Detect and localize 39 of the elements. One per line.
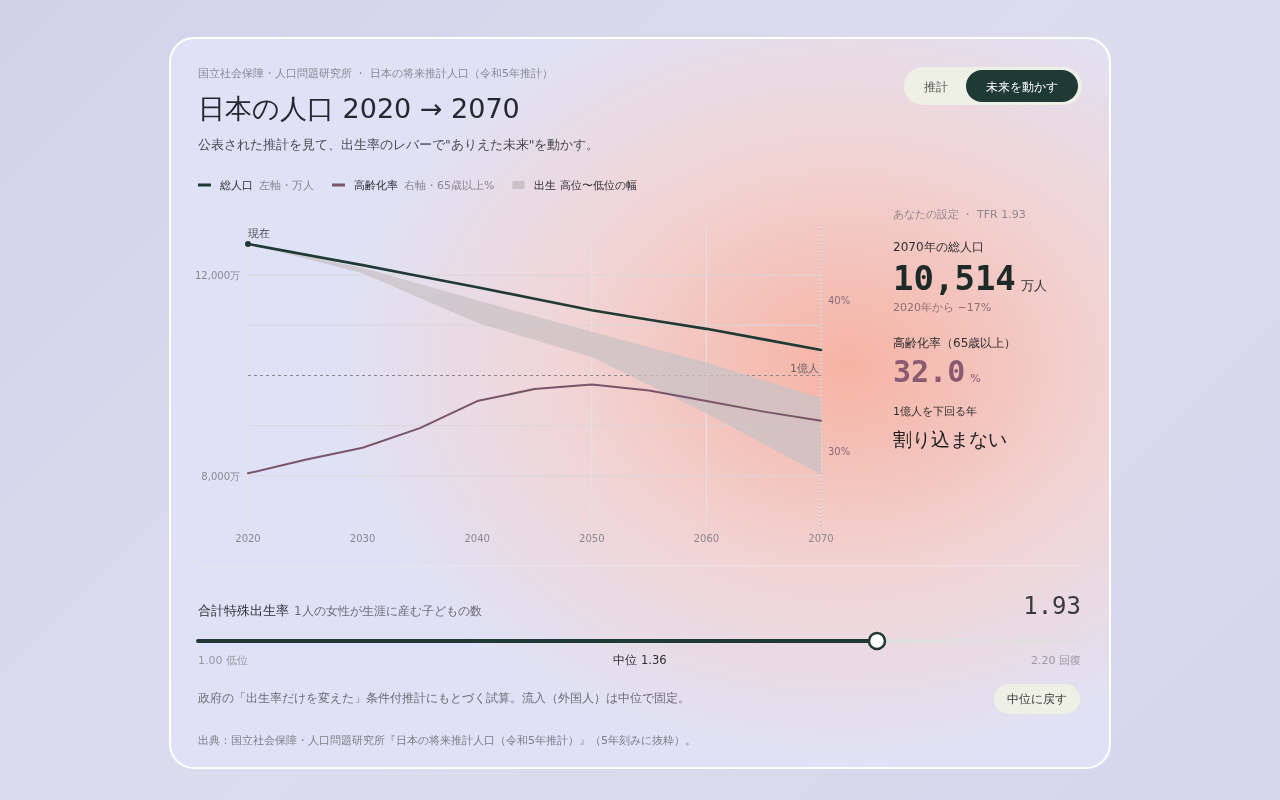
y-tick-label: 8,000万 bbox=[201, 470, 240, 482]
text: 合計特殊出生率 bbox=[198, 603, 289, 618]
y2-tick-label: 40% bbox=[828, 295, 851, 307]
x-tick-label: 2070 bbox=[808, 533, 834, 544]
text: 高齢化率（65歳以上） bbox=[893, 336, 1017, 350]
ref-line-label: 1億人 bbox=[790, 361, 819, 375]
x-tick-label: 2040 bbox=[464, 533, 490, 544]
text: 政府の「出生率だけを変えた」条件付推計にもとづく試算。流入（外国人）は中位で固定。 bbox=[198, 691, 690, 705]
legend-label: 総人口 左軸・万人 bbox=[219, 179, 314, 192]
text: 未来を動かす bbox=[986, 80, 1058, 94]
x-tick-label: 2020 bbox=[235, 533, 261, 544]
annotation: 現在 bbox=[248, 227, 270, 241]
text: 2020年から −17% bbox=[893, 301, 992, 314]
text: 10,514 bbox=[893, 258, 1016, 298]
text: あなたの設定 ・ TFR 1.93 bbox=[893, 208, 1026, 221]
text: 2.20 回復 bbox=[1031, 654, 1081, 667]
text: 1人の女性が生涯に産む子どもの数 bbox=[294, 604, 482, 618]
chart-subtitle: 公表された推計を見て、出生率のレバーで"ありえた未来"を動かす。 bbox=[198, 137, 600, 152]
y-tick-label: 12,000万 bbox=[195, 270, 240, 282]
chart-title: 日本の人口 2020 → 2070 bbox=[198, 93, 520, 124]
text: 割り込まない bbox=[893, 428, 1007, 450]
x-tick-label: 2050 bbox=[579, 533, 605, 544]
text: 万人 bbox=[1020, 278, 1047, 293]
text: 32.0 bbox=[893, 354, 966, 389]
x-tick-label: 2060 bbox=[693, 533, 720, 544]
legend-label: 高齢化率 右軸・65歳以上% bbox=[354, 179, 495, 192]
text: 国立社会保障・人口問題研究所 ・ 日本の将来推計人口（令和5年推計） bbox=[198, 67, 553, 80]
text: 1.93 bbox=[1023, 592, 1081, 620]
text: % bbox=[970, 372, 981, 385]
legend-label: 出生 高位〜低位の幅 bbox=[534, 179, 637, 192]
y2-tick-label: 30% bbox=[828, 445, 851, 457]
text: 推計 bbox=[924, 80, 948, 94]
text: 中位に戻す bbox=[1007, 692, 1067, 706]
text: 中位 1.36 bbox=[613, 653, 667, 667]
text: 1億人を下回る年 bbox=[893, 405, 977, 418]
text: 1.00 低位 bbox=[198, 654, 248, 667]
text: 2070年の総人口 bbox=[893, 240, 984, 254]
x-tick-label: 2030 bbox=[349, 533, 376, 544]
source-note: 出典：国立社会保障・人口問題研究所『日本の将来推計人口（令和5年推計）』（5年刻みに抜粋）。 bbox=[198, 734, 696, 747]
